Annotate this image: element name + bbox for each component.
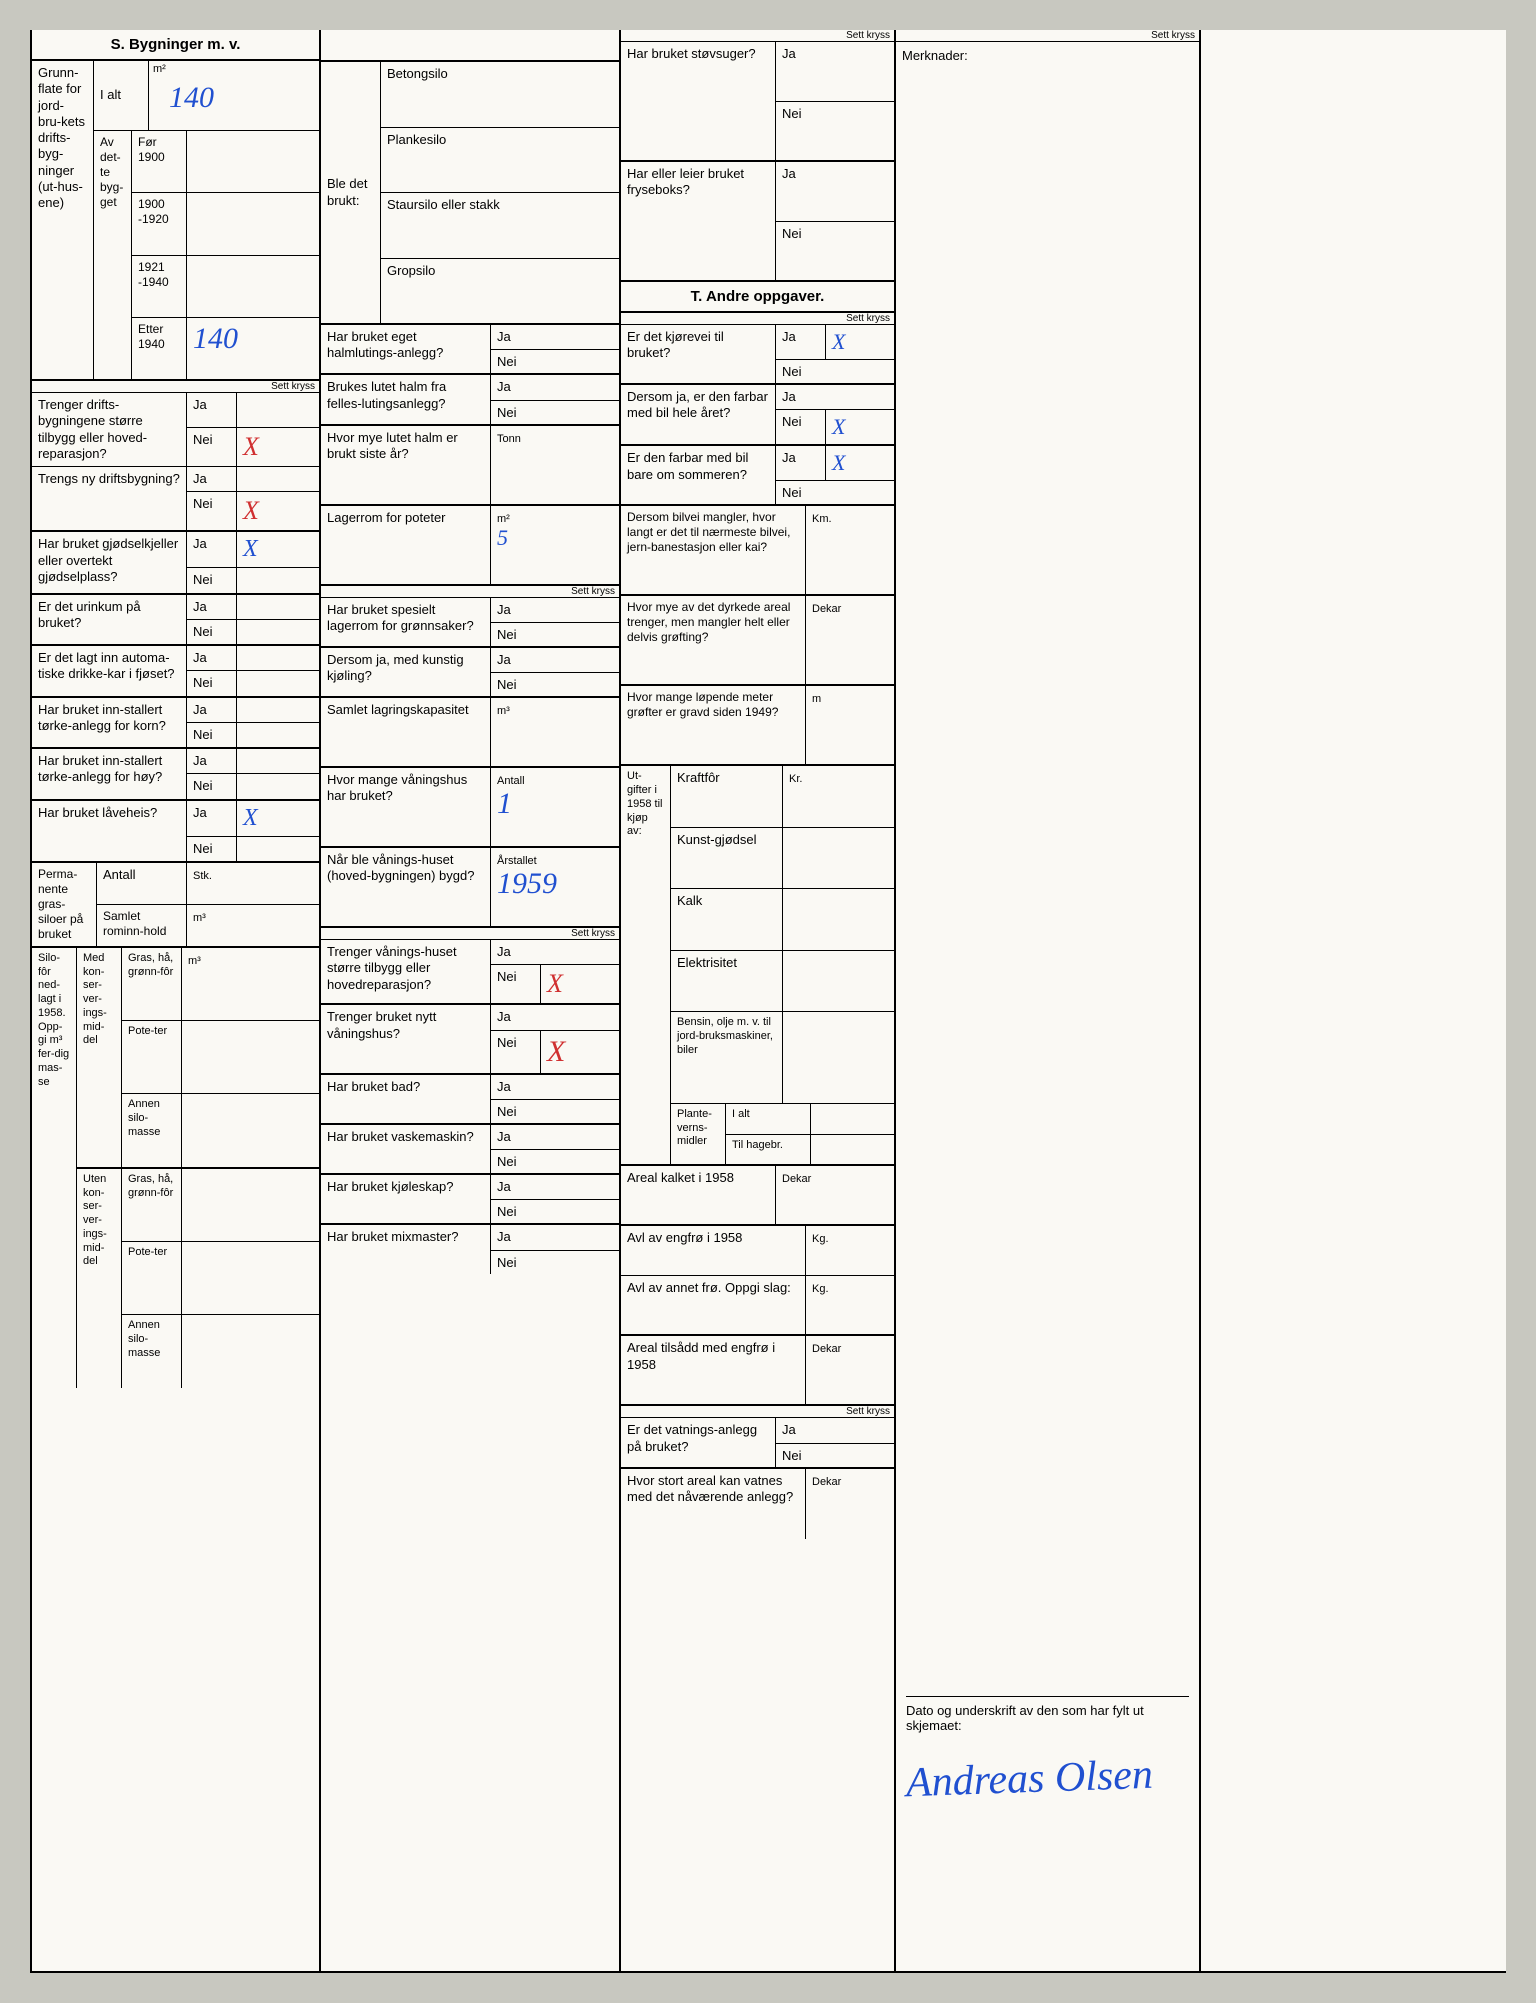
- q-drikkekar: Er det lagt inn automa-tiske drikke-kar …: [32, 646, 319, 698]
- sett-kryss-1: Sett kryss: [32, 381, 319, 393]
- q-tilbygg: Trenger drifts-bygningene større tilbygg…: [32, 393, 319, 467]
- q-grofter-m: Hvor mange løpende meter grøfter er grav…: [621, 686, 894, 766]
- q-vaningshus-tilbygg: Sett kryss Trenger vånings-huset større …: [321, 928, 619, 1005]
- avdette-label: Av det-te byg-get: [94, 131, 132, 379]
- sett-kryss-t: Sett kryss: [621, 313, 894, 325]
- sett-kryss-col3: Sett kryss: [621, 30, 894, 42]
- ble-det-brukt: Ble det brukt:: [321, 62, 381, 323]
- q-bilvei-km: Dersom bilvei mangler, hvor langt er det…: [621, 506, 894, 596]
- q-vaningshus-bygd: Når ble vånings-huset (hoved-bygningen) …: [321, 848, 619, 928]
- q-kjoleskap: Har bruket kjøleskap? Ja Nei: [321, 1175, 619, 1225]
- section-s-header: S. Bygninger m. v.: [32, 30, 319, 61]
- q-torke-korn: Har bruket inn-stallert tørke-anlegg for…: [32, 698, 319, 750]
- q-kjorevei: Er det kjørevei til bruket? JaX Nei: [621, 325, 894, 385]
- ialt-value: 140: [169, 81, 214, 115]
- staursilo: Staursilo eller stakk: [381, 193, 619, 259]
- q-stort-areal: Hvor stort areal kan vatnes med det nåvæ…: [621, 1469, 894, 1539]
- period-3: Etter 1940: [132, 318, 187, 379]
- q-samlet-lagringskapasitet: Samlet lagringskapasitet m³: [321, 698, 619, 768]
- merknader-label: Merknader:: [896, 42, 1199, 69]
- q-bad: Har bruket bad? Ja Nei: [321, 1075, 619, 1125]
- q-lagerrom-gronnsaker: Sett kryss Har bruket spesielt lagerrom …: [321, 586, 619, 648]
- q-urinkum: Er det urinkum på bruket? Ja Nei: [32, 595, 319, 647]
- q-ny-driftsbygning: Trengs ny driftsbygning? Ja NeiX: [32, 467, 319, 532]
- ialt-label: I alt: [94, 61, 149, 130]
- column-1: S. Bygninger m. v. Grunn-flate for jord-…: [32, 30, 321, 1973]
- period-1: 1900 -1920: [132, 193, 187, 254]
- silofor-block: Silo-fôr ned-lagt i 1958. Opp-gi m³ fer-…: [32, 948, 319, 1388]
- q-areal-kalket: Areal kalket i 1958 Dekar: [621, 1166, 894, 1226]
- q-fryseboks: Har eller leier bruket fryseboks? Ja Nei: [621, 162, 894, 282]
- q-lagerrom-poteter: Lagerrom for poteter m²5: [321, 506, 619, 586]
- plankesilo: Plankesilo: [381, 128, 619, 194]
- q-nytt-vaningshus: Trenger bruket nytt våningshus? Ja NeiX: [321, 1005, 619, 1074]
- q-avl-engfro: Avl av engfrø i 1958 Kg.: [621, 1226, 894, 1276]
- q-stovsuger: Har bruket støvsuger? Ja Nei: [621, 42, 894, 162]
- column-4: Sett kryss Merknader: Dato og underskrif…: [896, 30, 1201, 1973]
- q-mixmaster: Har bruket mixmaster? Ja Nei: [321, 1225, 619, 1273]
- q-avl-annet: Avl av annet frø. Oppgi slag: Kg.: [621, 1276, 894, 1336]
- q-grofting-dekar: Hvor mye av det dyrkede areal trenger, m…: [621, 596, 894, 686]
- period-2: 1921 -1940: [132, 256, 187, 317]
- dato-underskrift-label: Dato og underskrift av den som har fylt …: [906, 1696, 1189, 1733]
- q-farbar-hele-aret: Dersom ja, er den farbar med bil hele år…: [621, 385, 894, 446]
- permanente-block: Perma-nente gras-siloer på bruket Antall…: [32, 863, 319, 948]
- grunnflate-label: Grunn-flate for jord-bru-kets drifts-byg…: [32, 61, 94, 379]
- section-t-header: T. Andre oppgaver.: [621, 282, 894, 313]
- signature: Andreas Olsen: [905, 1751, 1153, 1808]
- q-kunstig-kjoling: Dersom ja, med kunstig kjøling? Ja Nei: [321, 648, 619, 698]
- gropsilo: Gropsilo: [381, 259, 619, 324]
- sett-kryss-col4: Sett kryss: [896, 30, 1199, 42]
- q-torke-hoy: Har bruket inn-stallert tørke-anlegg for…: [32, 749, 319, 801]
- census-form-page: S. Bygninger m. v. Grunn-flate for jord-…: [30, 30, 1506, 1973]
- q-laveheis: Har bruket låveheis? JaX Nei: [32, 801, 319, 863]
- q-farbar-sommer: Er den farbar med bil bare om sommeren? …: [621, 446, 894, 506]
- q-vatningsanlegg: Sett kryss Er det vatnings-anlegg på bru…: [621, 1406, 894, 1468]
- column-2: Ble det brukt: Betongsilo Plankesilo Sta…: [321, 30, 621, 1973]
- column-3: Sett kryss Har bruket støvsuger? Ja Nei …: [621, 30, 896, 1973]
- q-gjodselkjeller: Har bruket gjødselkjeller eller overtekt…: [32, 532, 319, 594]
- betongsilo: Betongsilo: [381, 62, 619, 128]
- etter-1940-value: 140: [193, 322, 238, 355]
- utgifter-block: Ut-gifter i 1958 til kjøp av: KraftfôrKr…: [621, 766, 894, 1166]
- q-areal-tilsadd: Areal tilsådd med engfrø i 1958 Dekar: [621, 1336, 894, 1406]
- q-vaningshus-antall: Hvor mange våningshus har bruket? Antall…: [321, 768, 619, 848]
- q-halmluting: Har bruket eget halmlutings-anlegg? Ja N…: [321, 325, 619, 375]
- q-felles-luting: Brukes lutet halm fra felles-lutingsanle…: [321, 375, 619, 425]
- q-halm-tonn: Hvor mye lutet halm er brukt siste år? T…: [321, 426, 619, 506]
- m2-unit: m²: [153, 63, 166, 75]
- period-0: Før 1900: [132, 131, 187, 192]
- q-vaskemaskin: Har bruket vaskemaskin? Ja Nei: [321, 1125, 619, 1175]
